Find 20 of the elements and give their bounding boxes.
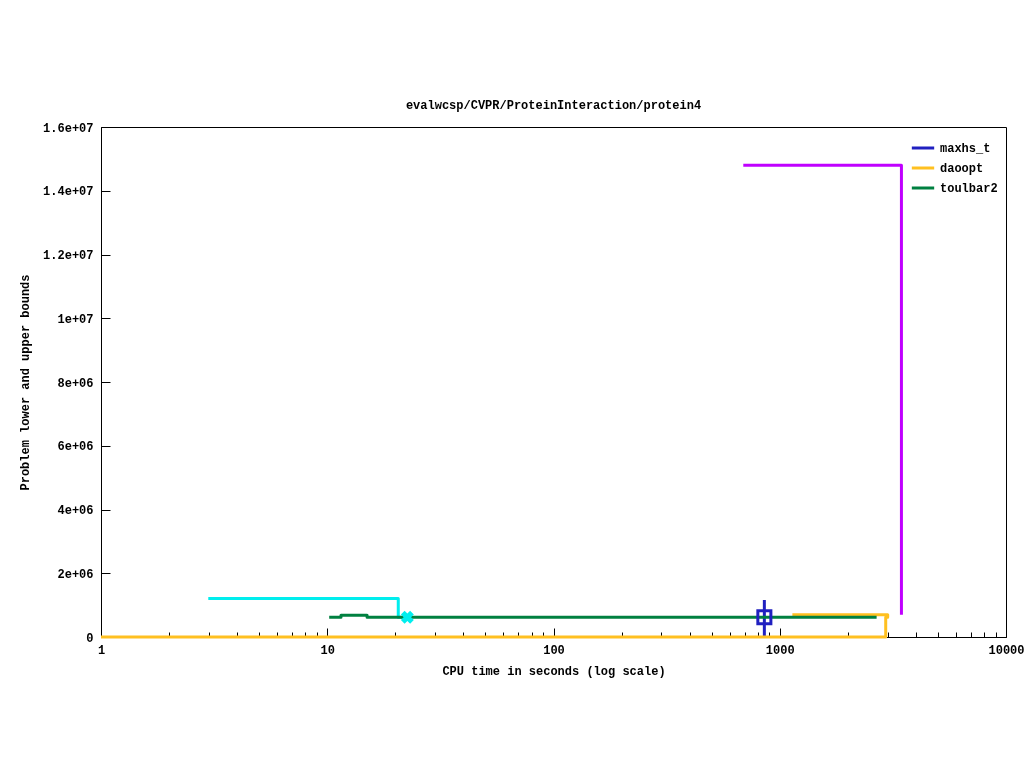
y-axis-title: Problem lower and upper bounds: [19, 274, 34, 491]
y-tick-label: 6e+06: [57, 440, 94, 455]
x-tick-label: 1: [97, 643, 106, 658]
y-tick-label: 8e+06: [57, 376, 94, 391]
x-axis-title: CPU time in seconds (log scale): [442, 664, 666, 679]
y-tick-label: 4e+06: [57, 504, 94, 518]
x-tick-label: 10000: [988, 643, 1024, 658]
x-tick-label: 10: [320, 643, 335, 658]
y-tick-label: 1.2e+07: [43, 249, 94, 263]
x-tick-label: 1000: [765, 643, 795, 658]
y-tick-label: 1e+07: [57, 312, 94, 327]
y-tick-label: 0: [86, 631, 94, 646]
legend-label: daoopt: [940, 162, 984, 176]
y-tick-label: 1.4e+07: [43, 185, 94, 200]
legend-label: toulbar2: [940, 182, 998, 196]
y-tick-label: 1.6e+07: [43, 121, 94, 136]
y-tick-label: 2e+06: [57, 567, 94, 582]
legend-label: maxhs_t: [940, 142, 991, 156]
x-tick-label: 100: [543, 643, 565, 658]
chart-title: evalwcsp/CVPR/ProteinInteraction/protein4: [405, 99, 702, 113]
